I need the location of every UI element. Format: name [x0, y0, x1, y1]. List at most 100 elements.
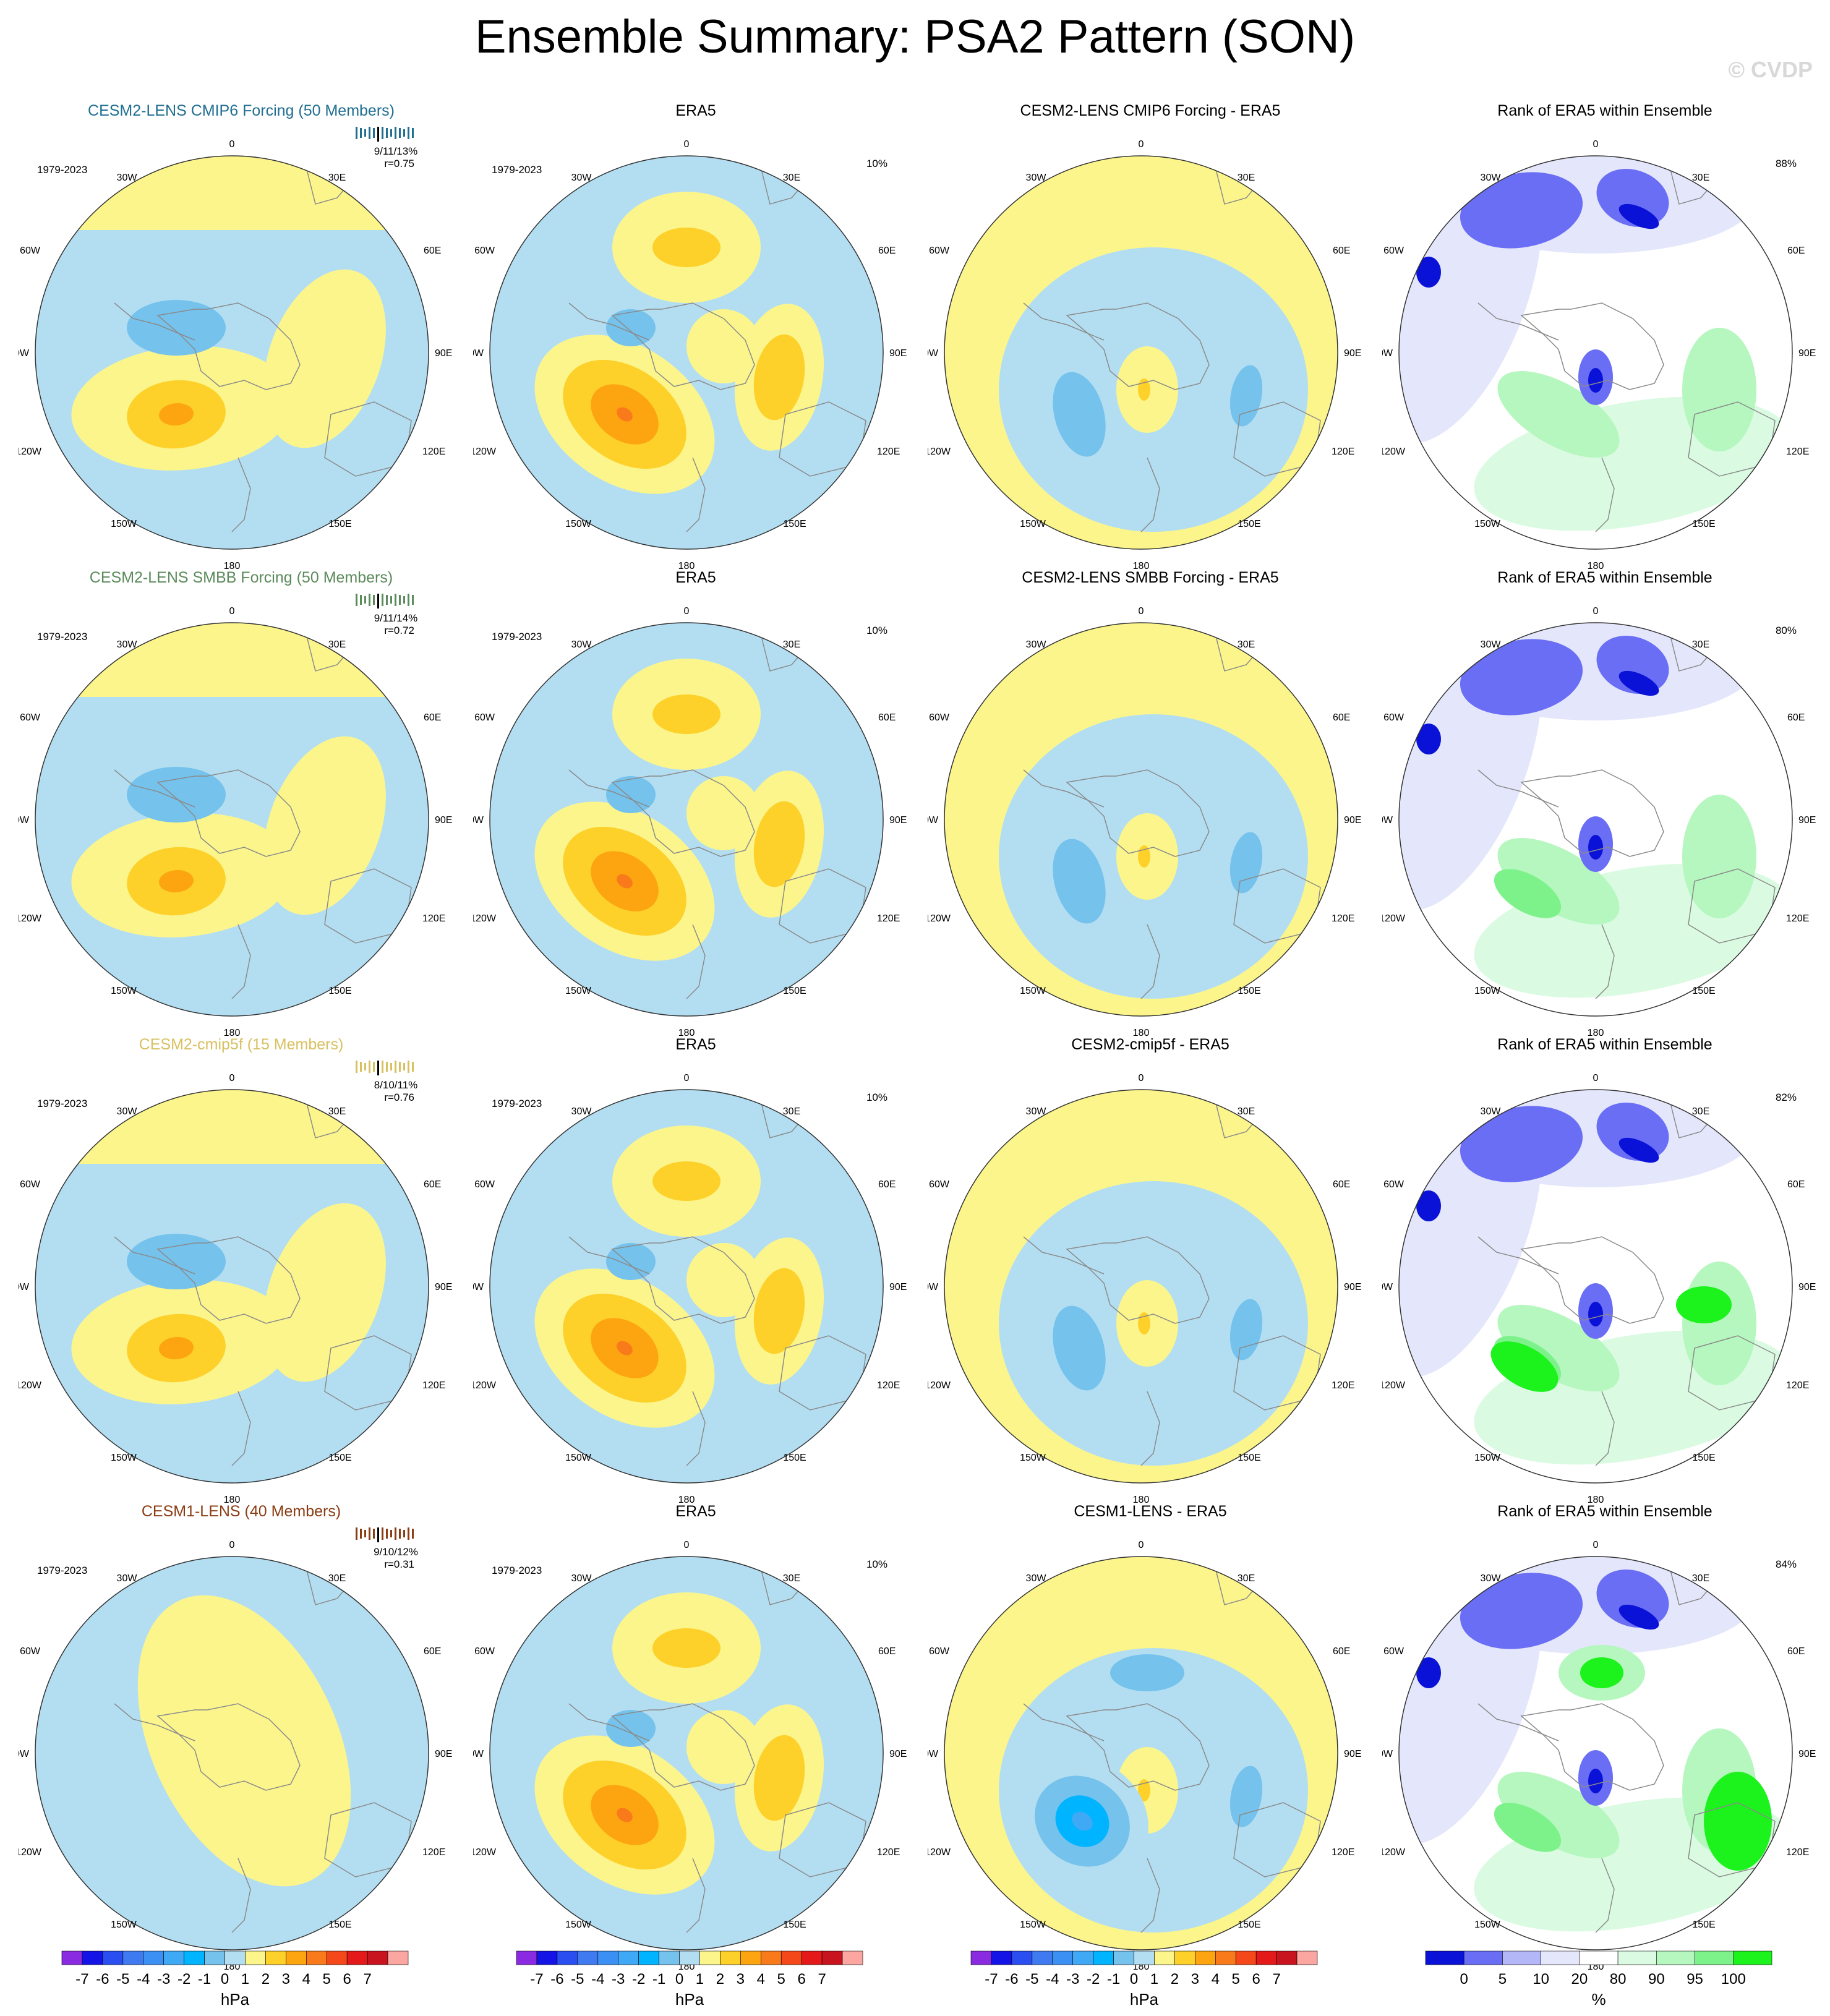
lon-label: 150E [328, 986, 351, 996]
colorbar-tick: 90 [1648, 1971, 1665, 1988]
spread-bar [390, 596, 392, 604]
lon-label: 120W [928, 913, 951, 924]
lon-label: 150W [1020, 1453, 1046, 1463]
colorbar-tick: 4 [757, 1971, 765, 1988]
lon-label: 60W [929, 246, 950, 256]
positive-anomaly-east-core [753, 801, 805, 887]
lon-label: 90E [435, 348, 452, 359]
south-america-tip-outline [1477, 1703, 1559, 1741]
lon-label: 30E [328, 1573, 346, 1584]
lon-label: 150W [111, 986, 137, 996]
lon-label: 90W [19, 1282, 30, 1292]
antarctica-outline [1066, 302, 1210, 390]
lon-label: 90W [19, 348, 30, 359]
new-zealand-outline [1595, 924, 1615, 999]
correlation-label: r=0.76 [384, 1091, 414, 1103]
rank-pct: 88% [1776, 158, 1797, 169]
rank-lightgreen-east [1682, 328, 1756, 451]
colorbar-swatch [970, 1950, 992, 1965]
colorbar-swatch [82, 1950, 103, 1965]
rank-lightgreen [1497, 1772, 1620, 1858]
lon-label: 0 [1593, 1540, 1599, 1550]
lon-label: 120W [19, 1380, 42, 1391]
rank-navy-west [1416, 724, 1441, 754]
rank-lightgreen [1497, 371, 1620, 458]
lon-label: 90E [1344, 1749, 1361, 1759]
lon-label: 60E [878, 1646, 896, 1657]
colorbar-swatch [1733, 1950, 1772, 1965]
lon-label: 90W [1382, 1282, 1393, 1292]
rank-purple-patch [1460, 1573, 1583, 1649]
spread-bar [360, 128, 362, 138]
colorbar-tick: -7 [530, 1971, 543, 1988]
colorbar-tick: -5 [571, 1971, 584, 1988]
lon-label: 0 [229, 1073, 235, 1083]
colorbar-swatch [1502, 1950, 1541, 1965]
colorbar-tick: -2 [632, 1971, 645, 1988]
rank-purple-patch [1460, 639, 1583, 715]
lon-label: 90E [1798, 348, 1816, 359]
map-border [1398, 622, 1793, 1017]
negative-anomaly-peninsula [127, 300, 226, 356]
era5-map: 0 30E 60E 90E 120E 150E 180 150W 120W 90W 60W 30W 19… [473, 1073, 907, 1505]
rank-map: 030E60E90E120E150E180150W120W90W60W30W84… [1382, 1540, 1816, 1972]
colorbar-swatch [1463, 1950, 1503, 1965]
rank-navy-center [1588, 1769, 1603, 1793]
new-zealand-outline [686, 457, 706, 532]
lon-label: 30W [1026, 1106, 1047, 1117]
spread-bar [386, 128, 388, 138]
spread-bar [386, 1062, 388, 1072]
lon-label: 30E [328, 639, 346, 650]
diff-map: 0 30E 60E 90E 120E 150E 180 150W 120W 90W 60W 30W [928, 1073, 1361, 1505]
rank-navy-patch [1618, 670, 1659, 696]
lon-label: 30E [1692, 1573, 1709, 1584]
colorbar-swatch [346, 1950, 368, 1965]
lon-label: 0 [684, 139, 690, 150]
colorbar-tick: -4 [137, 1971, 150, 1988]
colorbar-swatch [1276, 1950, 1298, 1965]
colorbar-swatch [265, 1950, 286, 1965]
rank-navy-west [1416, 257, 1441, 288]
period-label: 1979-2023 [37, 1565, 87, 1576]
colorbar-swatch [1579, 1950, 1618, 1965]
colorbar-swatch [1255, 1950, 1277, 1965]
positive-anomaly-north [35, 156, 429, 230]
new-zealand-outline [231, 1858, 251, 1933]
lon-label: 30W [1481, 1573, 1502, 1584]
era5-panel: ERA5 0 30E 60E 90E 120E 150E 180 150W 120W 90W 60W 3… [473, 102, 918, 572]
hpa-colorbar: -7 -6 -5 -4 -3 -2 -1 0 1 2 3 4 5 6 7 hPa [61, 1950, 409, 2009]
south-america-tip-outline [1023, 1236, 1105, 1275]
colorbar-swatch [245, 1950, 266, 1965]
rank-map: 0 30E 60E 90E 120E 150E 180 150W 120W 90W 60W 30W 80… [1382, 606, 1816, 1038]
new-zealand-outline [231, 924, 251, 999]
correlation-label: r=0.75 [384, 158, 414, 169]
lon-label: 90W [19, 1749, 30, 1759]
colorbar-tick: -3 [157, 1971, 170, 1988]
lon-label: 90W [1382, 815, 1393, 826]
lon-label: 180 [1133, 1028, 1150, 1038]
era5-title: ERA5 [675, 102, 716, 119]
lon-label: 90E [1798, 815, 1816, 826]
colorbar-unit: % [1591, 1990, 1606, 2009]
difference-title: CESM1-LENS - ERA5 [1074, 1503, 1227, 1520]
lon-label: 0 [229, 139, 235, 150]
negative-anomaly-east [1229, 1766, 1263, 1827]
lon-label: 90E [889, 1749, 907, 1759]
lon-label: 150W [111, 519, 137, 529]
rank-navy-west [1416, 1190, 1441, 1221]
antarctica-outline [1520, 302, 1664, 390]
positive-anomaly-north-core [652, 1628, 720, 1668]
colorbar-tick: 7 [363, 1971, 371, 1988]
lon-label: 90W [19, 815, 30, 826]
positive-anomaly-center [686, 1710, 761, 1784]
rank-pct: 80% [1776, 625, 1797, 636]
lon-label: 180 [224, 1028, 241, 1038]
colorbar-tick: 4 [1212, 1971, 1220, 1988]
diff-map: 0 30E 60E 90E 120E 150E 180 150W 120W 90W 60W 30W [928, 139, 1361, 571]
colorbar-tick: 6 [797, 1971, 805, 1988]
lon-label: 30E [1692, 1106, 1709, 1117]
map-border [1398, 1089, 1793, 1484]
lon-label: 120W [928, 446, 951, 457]
lon-label: 60W [929, 712, 950, 723]
colorbar-swatch [143, 1950, 165, 1965]
